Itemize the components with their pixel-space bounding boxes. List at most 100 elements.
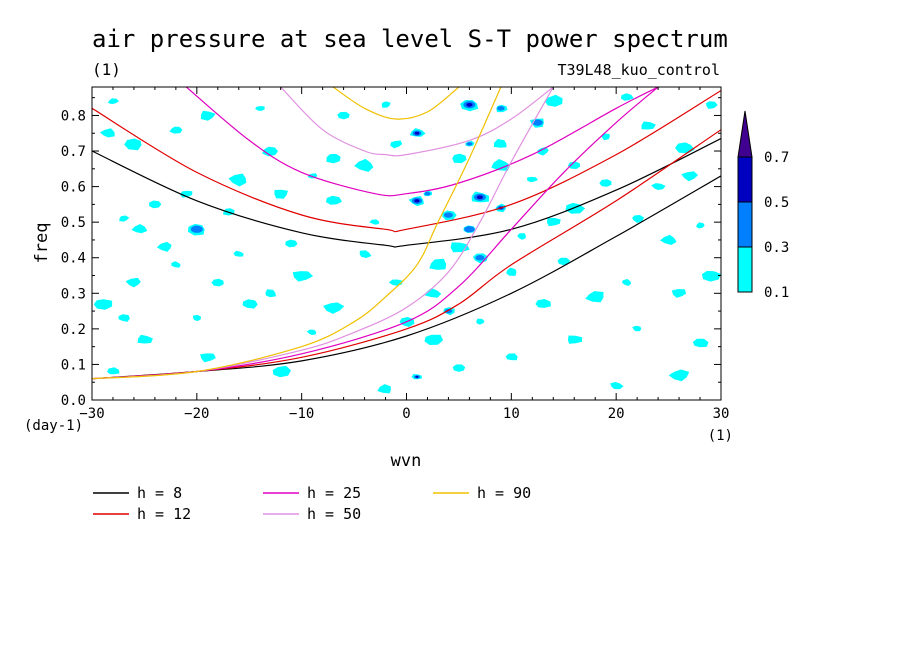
- spectrum-blob-peak: [476, 195, 483, 200]
- spectrum-blob: [547, 217, 561, 227]
- spectrum-blob: [610, 382, 624, 390]
- spectrum-blob: [424, 288, 442, 298]
- legend-label: h = 90: [477, 484, 531, 502]
- colorbar-label: 0.5: [764, 195, 789, 211]
- x-axis-unit: (1): [708, 428, 733, 444]
- y-tick-label: 0.0: [61, 393, 86, 409]
- spectrum-blob: [377, 384, 391, 394]
- spectrum-blob-peak: [414, 131, 420, 135]
- spectrum-blob: [179, 190, 193, 198]
- y-tick-label: 0.3: [61, 286, 86, 302]
- dispersion-curve-25-upper: [185, 87, 659, 197]
- y-tick-label: 0.6: [61, 180, 86, 196]
- spectrum-blob: [696, 222, 705, 229]
- spectrum-blob-core: [443, 212, 453, 218]
- spectrum-blob: [107, 367, 120, 375]
- spectrum-blob: [692, 338, 709, 348]
- spectrum-blob: [100, 128, 115, 138]
- x-tick-label: −10: [289, 406, 314, 422]
- colorbar: 0.1 0.3 0.5 0.7: [737, 110, 789, 301]
- spectrum-contours: [93, 93, 721, 394]
- spectrum-blob-peak: [415, 375, 419, 378]
- spectrum-blob: [505, 353, 518, 361]
- spectrum-blob: [200, 110, 216, 121]
- chart-subtitle-left: (1): [92, 60, 121, 79]
- spectrum-blob: [601, 133, 610, 141]
- spectrum-blob: [651, 183, 666, 190]
- spectrum-blob: [632, 215, 645, 223]
- spectrum-blob: [193, 315, 201, 321]
- spectrum-blob: [599, 179, 612, 187]
- legend-label: h = 25: [307, 484, 361, 502]
- y-tick-label: 0.4: [61, 251, 86, 267]
- spectrum-blob: [233, 250, 244, 257]
- dispersion-curve-12-upper: [92, 90, 721, 233]
- x-tick-label: −30: [79, 406, 104, 422]
- spectrum-blob-peak: [414, 199, 420, 203]
- spectrum-blob: [668, 369, 690, 382]
- legend-label: h = 50: [307, 505, 361, 523]
- legend-label: h = 8: [137, 484, 182, 502]
- spectrum-blob: [285, 239, 298, 248]
- spectrum-blob: [337, 111, 350, 120]
- plot-frame: [91, 86, 722, 401]
- spectrum-blob: [171, 261, 181, 268]
- spectrum-blob: [156, 241, 172, 252]
- dispersion-curve-50-upper: [280, 87, 554, 157]
- spectrum-blob: [306, 329, 317, 335]
- spectrum-blob: [567, 161, 581, 169]
- y-axis: 0.0 0.1 0.2 0.3 0.4 0.5 0.6 0.7 0.8: [61, 97, 721, 409]
- spectrum-blob: [118, 314, 130, 322]
- spectrum-blob: [200, 353, 216, 363]
- spectrum-blob: [255, 106, 265, 111]
- y-axis-unit: (day-1): [24, 418, 83, 434]
- spectrum-blob: [701, 270, 721, 282]
- spectrum-blob: [137, 334, 153, 344]
- spectrum-blob: [450, 242, 470, 253]
- dispersion-curve-90-lower: [92, 87, 502, 380]
- spectrum-blob: [149, 200, 162, 209]
- colorbar-segment: [737, 156, 753, 203]
- spectrum-blob: [493, 139, 507, 148]
- x-tick-label: 20: [608, 406, 625, 422]
- spectrum-blob: [125, 277, 141, 288]
- spectrum-blob: [671, 289, 687, 298]
- spectrum-blob: [506, 267, 517, 276]
- spectrum-blob: [119, 215, 130, 222]
- spectrum-blob: [675, 142, 695, 154]
- spectrum-blob-core: [497, 106, 505, 111]
- spectrum-blob: [622, 279, 632, 286]
- spectrum-blob: [211, 278, 224, 287]
- spectrum-blob: [567, 335, 583, 344]
- y-tick-label: 0.7: [61, 144, 86, 160]
- spectrum-blob: [326, 195, 342, 205]
- colorbar-extension: [737, 110, 753, 158]
- spectrum-blob: [292, 271, 314, 282]
- colorbar-label: 0.3: [764, 240, 789, 256]
- spectrum-blob: [359, 250, 372, 258]
- legend-label: h = 12: [137, 505, 191, 523]
- spectrum-blob: [354, 158, 374, 172]
- spectrum-blob-core: [475, 255, 485, 261]
- dispersion-curve-8-upper: [92, 138, 721, 248]
- spectrum-blob: [274, 189, 288, 199]
- spectrum-blob: [452, 364, 466, 372]
- spectrum-blob: [124, 138, 142, 151]
- chart-subtitle-right: T39L48_kuo_control: [557, 61, 720, 79]
- spectrum-blob: [491, 159, 511, 171]
- spectrum-blob: [93, 299, 113, 310]
- spectrum-blob-core: [424, 191, 431, 196]
- colorbar-segment: [737, 201, 753, 248]
- y-tick-label: 0.1: [61, 357, 86, 373]
- x-tick-label: 10: [503, 406, 520, 422]
- plot-area: [92, 87, 721, 394]
- spectrum-blob: [660, 234, 677, 245]
- spectrum-blob: [632, 325, 642, 332]
- spectrum-blob-core: [532, 119, 543, 126]
- spectrum-blob: [169, 126, 183, 134]
- colorbar-segment: [737, 246, 753, 293]
- y-tick-label: 0.8: [61, 108, 86, 124]
- spectrum-blob: [429, 258, 447, 270]
- spectrum-blob: [262, 146, 278, 157]
